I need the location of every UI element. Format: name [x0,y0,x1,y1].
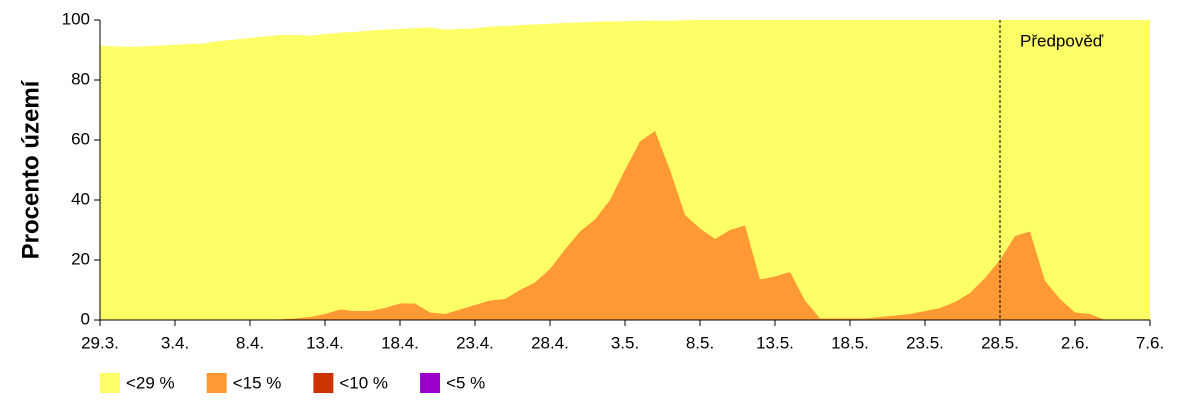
x-tick-label: 18.4. [381,333,419,352]
legend-label: <10 % [339,373,388,392]
x-tick-label: 8.5. [686,333,714,352]
legend-label: <15 % [233,373,282,392]
y-tick-label: 60 [71,129,90,148]
y-tick-label: 20 [71,249,90,268]
legend-label: <5 % [446,373,485,392]
x-tick-label: 13.4. [306,333,344,352]
x-tick-label: 29.3. [81,333,119,352]
x-tick-label: 13.5. [756,333,794,352]
x-tick-label: 18.5. [831,333,869,352]
y-axis-label: Procento území [17,79,44,259]
y-tick-label: 80 [71,69,90,88]
x-tick-label: 8.4. [236,333,264,352]
x-tick-label: 3.4. [161,333,189,352]
area [100,131,1150,320]
legend-swatch [206,373,227,393]
x-tick-label: 28.5. [981,333,1019,352]
y-tick-label: 100 [62,9,90,28]
x-tick-label: 2.6. [1061,333,1089,352]
x-tick-label: 7.6. [1136,333,1164,352]
legend-swatch [313,373,334,393]
legend-swatch [100,373,120,393]
x-tick-label: 28.4. [531,333,569,352]
y-tick-label: 40 [71,189,90,208]
x-tick-label: 23.4. [456,333,494,352]
y-tick-label: 0 [81,309,90,328]
x-tick-label: 23.5. [906,333,944,352]
legend-label: <29 % [126,373,175,392]
x-tick-label: 3.5. [611,333,639,352]
forecast-label: Předpověď [1020,31,1104,50]
legend-swatch [420,373,441,393]
